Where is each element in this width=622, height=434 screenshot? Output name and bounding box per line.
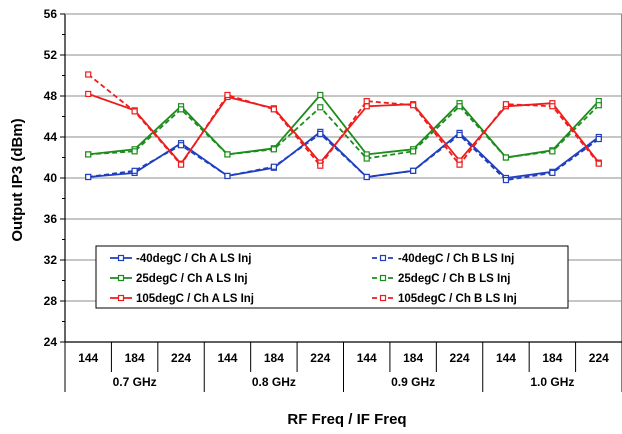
x-group-label: 0.8 GHz	[252, 375, 296, 389]
y-tick-label: 56	[44, 7, 58, 21]
data-point	[177, 161, 185, 168]
data-point	[317, 130, 324, 138]
x-tick-label: 224	[589, 351, 609, 365]
data-point	[224, 172, 231, 180]
x-tick-label: 224	[171, 351, 191, 365]
data-point	[363, 155, 370, 162]
y-tick-label: 36	[44, 212, 58, 226]
data-point	[363, 98, 370, 105]
legend-label: 25degC / Ch B LS Inj	[398, 273, 510, 285]
x-group-label: 1.0 GHz	[530, 375, 574, 389]
y-tick-label: 44	[44, 130, 58, 144]
x-tick-label: 144	[357, 351, 377, 365]
data-point	[270, 146, 277, 153]
data-point	[85, 151, 92, 158]
data-point	[549, 103, 556, 110]
legend-label: 105degC / Ch B LS Inj	[398, 293, 517, 305]
legend-swatch-marker	[379, 294, 387, 302]
x-tick-label: 144	[496, 351, 516, 365]
x-group-label: 0.7 GHz	[113, 375, 157, 389]
series-line	[87, 73, 600, 167]
y-tick-label: 48	[44, 89, 58, 103]
y-axis-title: Output IP3 (dBm)	[9, 118, 26, 241]
y-tick-label: 28	[44, 294, 58, 308]
y-tick-label: 40	[44, 171, 58, 185]
data-point	[270, 106, 277, 113]
legend-label: -40degC / Ch A LS Inj	[136, 253, 251, 265]
legend-label: 105degC / Ch A LS Inj	[136, 293, 254, 305]
legend-label: 25degC / Ch A LS Inj	[136, 273, 248, 285]
legend-box	[95, 245, 569, 309]
data-point	[595, 160, 602, 167]
data-point	[595, 135, 602, 143]
x-tick-label: 224	[450, 351, 470, 365]
data-point	[177, 106, 185, 113]
data-point	[549, 148, 556, 155]
data-point	[270, 163, 277, 170]
x-group-label: 0.9 GHz	[391, 375, 435, 389]
y-tick-label: 24	[44, 335, 58, 349]
axes	[60, 13, 622, 392]
legend-label: -40degC / Ch B LS Inj	[398, 253, 514, 265]
legend-swatch-marker	[379, 254, 387, 262]
x-tick-label: 224	[310, 351, 330, 365]
data-point	[224, 91, 231, 99]
data-point	[502, 101, 510, 108]
data-point	[502, 176, 510, 184]
data-point	[317, 162, 324, 169]
data-point	[85, 173, 92, 181]
y-tick-label: 32	[44, 253, 58, 267]
data-point	[131, 167, 138, 174]
data-point	[410, 102, 417, 109]
data-point	[317, 104, 324, 111]
legend-swatch-marker	[117, 294, 125, 302]
data-point	[595, 102, 602, 109]
data-point	[317, 91, 324, 99]
data-point	[456, 161, 463, 168]
data-point	[502, 154, 510, 161]
data-point	[224, 151, 231, 158]
data-point	[363, 173, 370, 181]
x-tick-labels: 144 184 224 144 184 224 144 184 224 144 184 224 0.7 …	[78, 351, 609, 389]
legend-swatch-marker	[117, 274, 125, 282]
x-axis-title: RF Freq / IF Freq	[287, 411, 406, 428]
data-point	[456, 131, 463, 139]
x-tick-label: 184	[125, 351, 145, 365]
legend: -40degC / Ch A LS Inj -40degC / Ch B LS I…	[95, 245, 569, 309]
series-line	[87, 93, 600, 165]
x-tick-label: 184	[264, 351, 284, 365]
x-tick-label: 144	[78, 351, 98, 365]
legend-swatch-marker	[117, 254, 125, 262]
x-tick-label: 184	[542, 351, 562, 365]
data-point	[85, 90, 92, 98]
data-point	[456, 103, 463, 110]
data-point	[85, 71, 92, 78]
series-lines	[85, 71, 602, 184]
data-point	[410, 148, 417, 155]
data-point	[177, 142, 185, 149]
y-tick-labels: 24 28 32 36 40 44 48 52 56	[44, 7, 58, 349]
series-line	[88, 132, 600, 182]
x-tick-label: 184	[403, 351, 423, 365]
data-point	[410, 167, 417, 174]
y-tick-label: 52	[44, 48, 58, 62]
data-point	[131, 108, 138, 115]
series-line	[88, 104, 600, 160]
data-point	[131, 148, 138, 155]
data-point	[549, 169, 556, 176]
x-tick-label: 144	[217, 351, 237, 365]
legend-swatch-marker	[379, 274, 387, 282]
